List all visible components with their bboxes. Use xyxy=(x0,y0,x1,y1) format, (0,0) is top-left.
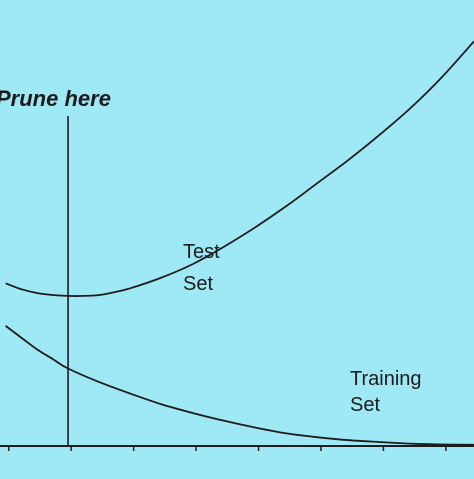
series-label-training-set-line-2: Set xyxy=(350,394,380,416)
series-label-test-set-line-2: Set xyxy=(183,273,213,295)
series-label-test-set-line-1: Test xyxy=(183,241,220,263)
series-label-training-set-line-1: Training xyxy=(350,368,422,390)
series-line-test-set xyxy=(5,40,474,297)
prune-annotation: Prune here xyxy=(0,86,111,111)
series-line-training-set xyxy=(5,325,474,446)
